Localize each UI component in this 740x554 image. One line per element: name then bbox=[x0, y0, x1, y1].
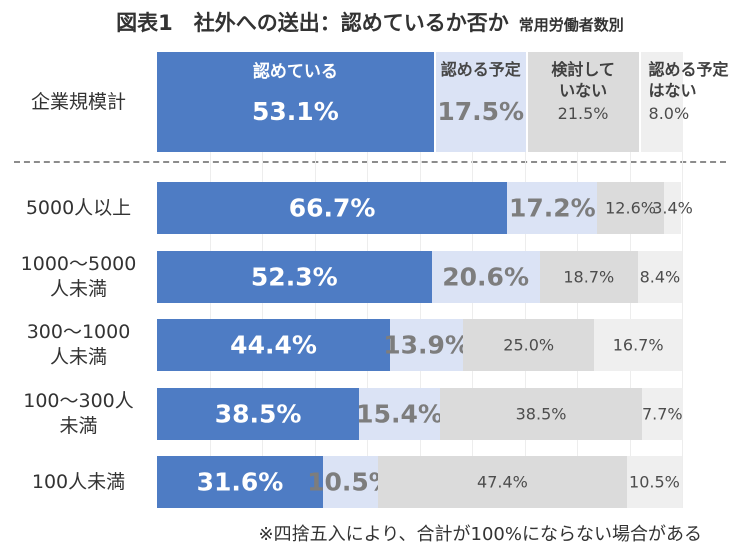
row-label-line: 300～1000 bbox=[26, 321, 131, 343]
value-label: 47.4% bbox=[477, 472, 528, 492]
row-label-line: 5000人以上 bbox=[25, 196, 132, 219]
value-label: 3.4% bbox=[652, 198, 693, 218]
chart-subtitle: 常用労働者数別 bbox=[518, 16, 624, 34]
segment-not-considering: 12.6% bbox=[597, 182, 664, 234]
value-label: 10.5% bbox=[629, 472, 680, 492]
value-label: 16.7% bbox=[612, 335, 664, 355]
bar-row: 300～1000 人未満 44.4% 13.9% 25.0% 16.7% bbox=[0, 319, 740, 371]
series-name-label: 認めている bbox=[157, 62, 434, 83]
value-label: 7.7% bbox=[641, 404, 683, 424]
segment-plan-to-approve: 20.6% bbox=[431, 251, 540, 303]
value-label: 8.0% bbox=[648, 104, 690, 123]
row-label-line: 100人未満 bbox=[31, 470, 126, 493]
value-label: 25.0% bbox=[503, 335, 555, 355]
segment-no-plan-to-approve: 7.7% bbox=[641, 388, 683, 440]
row-label-line: 人未満 bbox=[49, 346, 107, 368]
row-label-line: 人未満 bbox=[49, 278, 107, 300]
segment-not-considering: 47.4% bbox=[378, 456, 627, 508]
value-label: 31.6% bbox=[196, 467, 284, 497]
bar-row: 100～300人 未満 38.5% 15.4% 38.5% 7.7% bbox=[0, 388, 740, 440]
stacked-bar: 31.6% 10.5% 47.4% 10.5% bbox=[157, 456, 682, 508]
value-label: 17.5% bbox=[437, 97, 525, 126]
segment-not-considering: 検討していない 21.5% bbox=[527, 52, 641, 152]
row-label: 300～1000 人未満 bbox=[0, 319, 157, 371]
segment-plan-to-approve: 認める予定 17.5% bbox=[435, 52, 528, 152]
segment-plan-to-approve: 15.4% bbox=[356, 388, 443, 440]
row-label-line: 未満 bbox=[59, 415, 98, 437]
value-label: 38.5% bbox=[515, 404, 567, 424]
stacked-bar: 認めている 53.1% 認める予定 17.5% 検討して いない 21.5% 認める予定 はない… bbox=[157, 52, 729, 152]
series-name-line: 検討して bbox=[551, 60, 615, 79]
value-label: 21.5% bbox=[557, 104, 609, 123]
segment-not-considering: 18.7% bbox=[539, 251, 638, 303]
segment-plan-to-approve: 17.2% bbox=[507, 182, 598, 234]
series-name-label: 認める予定 bbox=[436, 59, 526, 80]
row-label: 5000人以上 bbox=[0, 182, 157, 234]
value-label: 52.3% bbox=[250, 262, 338, 292]
row-label: 100人未満 bbox=[0, 456, 157, 508]
stacked-bar: 38.5% 15.4% 38.5% 7.7% bbox=[157, 388, 683, 440]
gridline bbox=[682, 52, 683, 508]
value-label: 13.9% bbox=[383, 330, 470, 360]
series-name-line: 認める予定 bbox=[648, 60, 729, 79]
segment-no-plan-to-approve: 3.4% bbox=[652, 182, 693, 234]
segment-approving: 52.3% bbox=[157, 251, 432, 303]
row-label-line: 1000～5000 bbox=[20, 253, 137, 275]
row-label: 1000～5000 人未満 bbox=[0, 251, 157, 303]
footnote: ※四捨五入により、合計が100%にならない場合がある bbox=[258, 524, 702, 545]
series-name-label: 検討して いない bbox=[528, 59, 639, 101]
segment-no-plan-to-approve: 16.7% bbox=[594, 319, 682, 371]
stacked-bar: 66.7% 17.2% 12.6% 3.4% bbox=[157, 182, 693, 234]
segment-approving: 認めている 53.1% bbox=[157, 52, 436, 152]
chart-title: 図表1 社外への送出：認めているか否か bbox=[116, 11, 509, 35]
value-label: 38.5% bbox=[214, 399, 302, 429]
value-label: 53.1% bbox=[252, 97, 339, 126]
bar-row: 1000～5000 人未満 52.3% 20.6% 18.7% 8.4% bbox=[0, 251, 740, 303]
series-name-line: いない bbox=[559, 81, 608, 100]
bar-row: 100人未満 31.6% 10.5% 47.4% 10.5% bbox=[0, 456, 740, 508]
segment-approving: 44.4% bbox=[157, 319, 391, 371]
value-label: 18.7% bbox=[563, 267, 615, 287]
segment-no-plan-to-approve: 10.5% bbox=[626, 456, 682, 508]
segment-approving: 31.6% bbox=[157, 456, 323, 508]
value-label: 12.6% bbox=[605, 198, 656, 218]
value-label: 20.6% bbox=[442, 262, 529, 292]
segment-plan-to-approve: 10.5% bbox=[307, 456, 394, 508]
bar-row: 5000人以上 66.7% 17.2% 12.6% 3.4% bbox=[0, 182, 740, 234]
row-label-line: 100～300人 bbox=[23, 390, 134, 412]
row-label: 企業規模計 bbox=[0, 52, 157, 152]
dashed-separator bbox=[14, 161, 726, 163]
segment-plan-to-approve: 13.9% bbox=[383, 319, 470, 371]
segment-not-considering: 25.0% bbox=[463, 319, 595, 371]
segment-no-plan-to-approve: 認める予定はない 8.0% bbox=[640, 52, 729, 152]
series-name-line: はない bbox=[648, 81, 697, 100]
chart-title-row: 図表1 社外への送出：認めているか否か 常用労働者数別 bbox=[0, 7, 740, 37]
segment-approving: 66.7% bbox=[157, 182, 508, 234]
value-label: 15.4% bbox=[356, 399, 443, 429]
segment-not-considering: 38.5% bbox=[439, 388, 643, 440]
segment-no-plan-to-approve: 8.4% bbox=[637, 251, 682, 303]
stacked-bar: 52.3% 20.6% 18.7% 8.4% bbox=[157, 251, 682, 303]
row-label: 100～300人 未満 bbox=[0, 388, 157, 440]
value-label: 8.4% bbox=[639, 267, 681, 287]
value-label: 44.4% bbox=[230, 330, 317, 360]
value-label: 17.2% bbox=[508, 193, 596, 223]
segment-approving: 38.5% bbox=[157, 388, 360, 440]
bar-row: 企業規模計 認めている 53.1% 認める予定 17.5% 検討して いない 21.5% 認める… bbox=[0, 52, 740, 152]
series-name-line: 認める予定 bbox=[440, 60, 521, 79]
row-label-line: 企業規模計 bbox=[30, 90, 126, 113]
series-name-line: 認めている bbox=[252, 62, 338, 82]
series-name-label: 認める予定 はない bbox=[649, 59, 729, 101]
stacked-bar: 44.4% 13.9% 25.0% 16.7% bbox=[157, 319, 682, 371]
value-label: 66.7% bbox=[288, 193, 376, 223]
